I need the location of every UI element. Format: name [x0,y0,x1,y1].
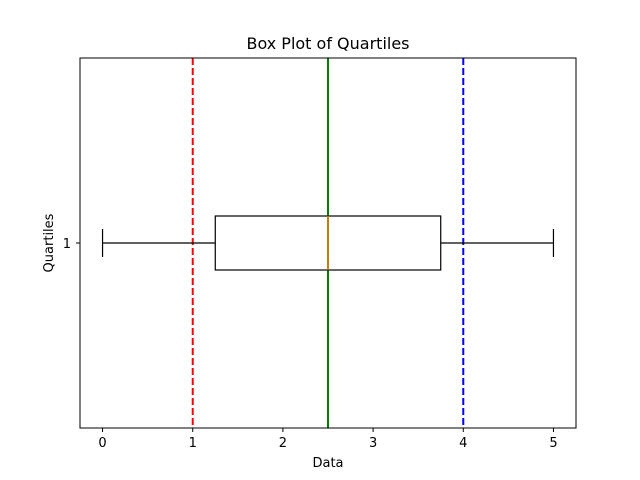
box-layer [101,215,555,271]
x-tick-label: 1 [189,436,197,451]
x-axis-label: Data [312,456,343,471]
x-tick-label: 4 [459,436,467,451]
y-axis-label: Quartiles [42,213,57,272]
chart-title: Box Plot of Quartiles [246,34,409,53]
x-tick-label: 2 [279,436,287,451]
x-axis-ticks: 0 1 2 3 4 5 [98,428,558,451]
y-tick-label: 1 [63,237,71,252]
x-tick-label: 0 [98,436,106,451]
y-axis-ticks: 1 [63,237,80,252]
x-tick-label: 3 [369,436,377,451]
x-tick-label: 5 [549,436,557,451]
